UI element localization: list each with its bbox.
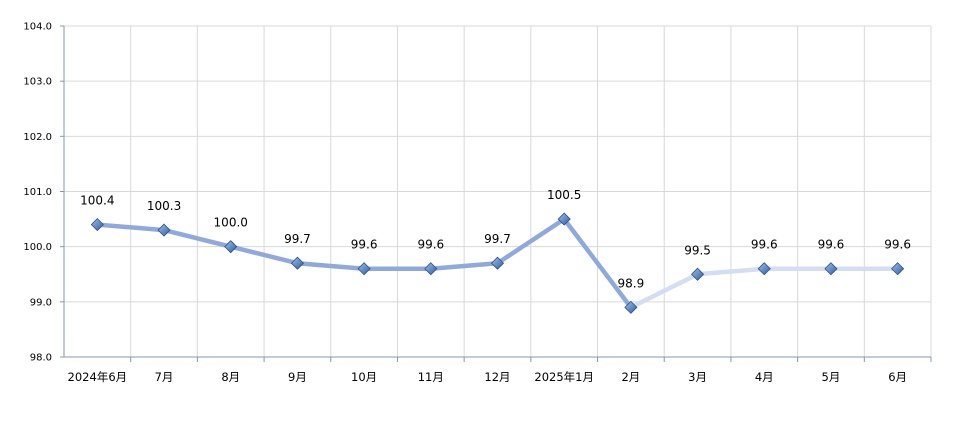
x-tick-label: 4月 bbox=[755, 370, 774, 384]
data-label: 99.7 bbox=[484, 232, 511, 246]
data-point bbox=[424, 262, 438, 276]
x-tick-label: 11月 bbox=[418, 370, 444, 384]
data-point bbox=[824, 262, 838, 276]
data-label: 99.6 bbox=[751, 238, 778, 252]
series-segment bbox=[295, 260, 367, 271]
x-tick-label: 9月 bbox=[288, 370, 307, 384]
data-point bbox=[557, 212, 571, 226]
series-segment bbox=[495, 216, 567, 266]
data-point bbox=[624, 300, 638, 314]
series-segment bbox=[428, 260, 500, 271]
y-tick-label: 99.0 bbox=[30, 297, 52, 308]
data-label: 100.0 bbox=[214, 216, 248, 230]
series-segment bbox=[228, 244, 300, 266]
data-point bbox=[757, 262, 771, 276]
x-tick-label: 6月 bbox=[888, 370, 907, 384]
axes bbox=[60, 25, 932, 362]
series-segment bbox=[628, 272, 700, 310]
series-markers bbox=[90, 212, 905, 314]
data-label: 99.6 bbox=[351, 238, 378, 252]
data-point bbox=[891, 262, 905, 276]
data-label: 100.4 bbox=[80, 194, 114, 208]
data-point bbox=[357, 262, 371, 276]
data-point bbox=[691, 267, 705, 281]
data-point bbox=[90, 218, 104, 232]
y-axis-ticks: 98.0 99.0 100.0 101.0 102.0 103.0 104.0 bbox=[23, 22, 52, 364]
data-label: 99.5 bbox=[684, 243, 711, 257]
series-segment bbox=[95, 222, 167, 233]
x-tick-label: 10月 bbox=[351, 370, 377, 384]
y-tick-label: 102.0 bbox=[23, 132, 52, 143]
y-tick-label: 98.0 bbox=[30, 353, 52, 364]
data-label: 99.6 bbox=[818, 238, 845, 252]
series-segment bbox=[161, 227, 233, 249]
x-tick-label: 12月 bbox=[484, 370, 510, 384]
x-tick-label: 2025年1月 bbox=[534, 370, 594, 384]
x-tick-label: 2月 bbox=[621, 370, 640, 384]
x-axis-ticks: 2024年6月 7月 8月 9月 10月 11月 12月 2025年1月 2月 3月 4月 5月 6月 bbox=[68, 370, 908, 384]
data-label: 100.3 bbox=[147, 199, 181, 213]
x-tick-label: 3月 bbox=[688, 370, 707, 384]
x-tick-label: 8月 bbox=[221, 370, 240, 384]
data-label: 99.6 bbox=[884, 238, 911, 252]
y-tick-label: 103.0 bbox=[23, 77, 52, 88]
data-label: 100.5 bbox=[547, 188, 581, 202]
x-tick-label: 5月 bbox=[822, 370, 841, 384]
data-label: 98.9 bbox=[618, 276, 645, 290]
data-label: 99.6 bbox=[417, 238, 444, 252]
data-point bbox=[490, 256, 505, 270]
x-tick-label: 7月 bbox=[155, 370, 174, 384]
data-point bbox=[290, 256, 304, 270]
y-tick-label: 101.0 bbox=[23, 187, 52, 198]
gridlines bbox=[64, 25, 932, 357]
data-labels: 100.4 100.3 100.0 99.7 99.6 99.6 99.7 100.5 98.9… bbox=[80, 188, 911, 290]
x-tick-label: 2024年6月 bbox=[68, 370, 128, 384]
y-tick-label: 104.0 bbox=[23, 22, 52, 33]
series-segment bbox=[561, 216, 634, 310]
data-point bbox=[224, 240, 238, 254]
series-segment bbox=[695, 266, 767, 277]
series-line bbox=[95, 216, 900, 310]
data-point bbox=[157, 223, 171, 237]
data-label: 99.7 bbox=[284, 232, 311, 246]
y-tick-label: 100.0 bbox=[23, 242, 52, 253]
